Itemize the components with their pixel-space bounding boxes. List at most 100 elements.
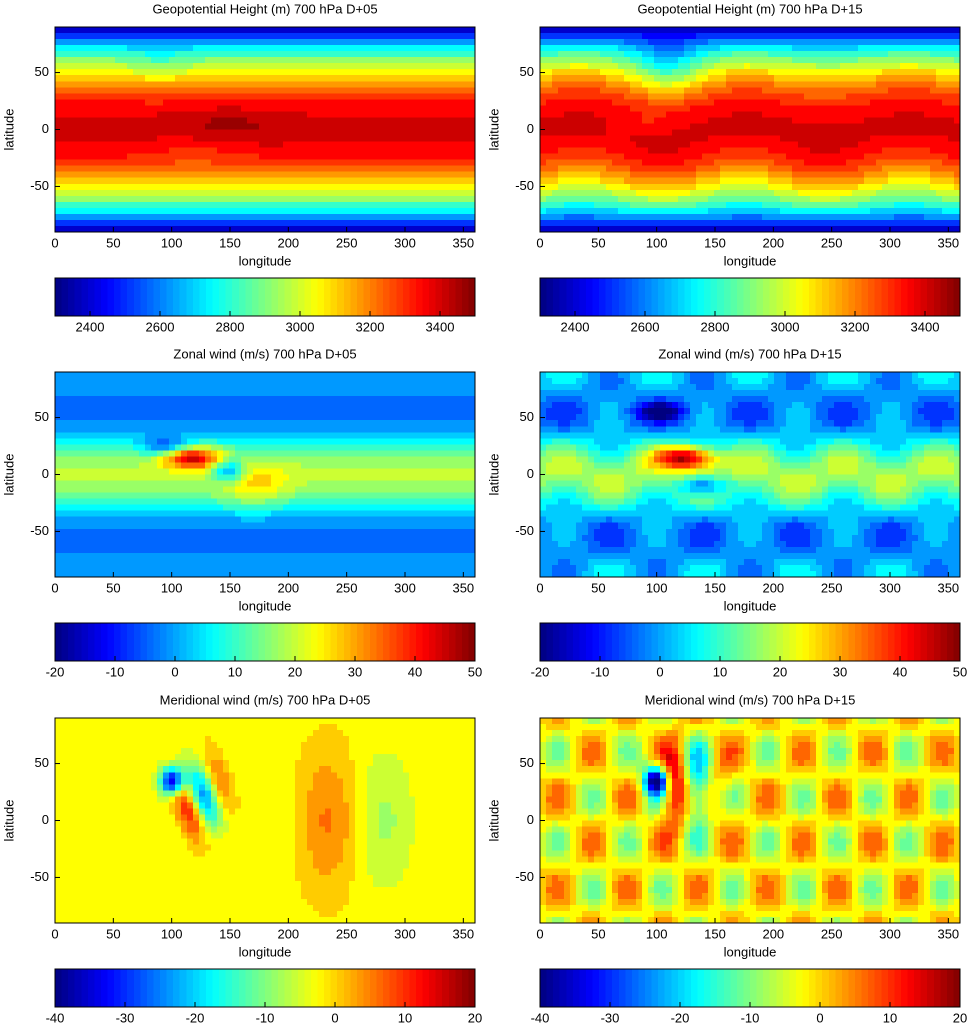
field-cell	[738, 39, 744, 45]
field-cell	[834, 99, 840, 105]
field-cell	[834, 69, 840, 75]
field-cell	[271, 166, 277, 172]
field-cell	[55, 75, 61, 81]
field-cell	[163, 105, 169, 111]
field-cell	[79, 93, 85, 99]
field-cell	[427, 130, 433, 136]
field-cell	[630, 202, 636, 208]
field-cell	[241, 51, 247, 57]
field-cell	[157, 87, 163, 93]
field-cell	[223, 93, 229, 99]
field-cell	[864, 69, 870, 75]
field-cell	[85, 160, 91, 166]
colorbar-cell	[199, 278, 206, 316]
field-cell	[642, 123, 648, 129]
field-cell	[229, 196, 235, 202]
field-cell	[193, 57, 199, 63]
field-cell	[588, 87, 594, 93]
field-cell	[361, 75, 367, 81]
colorbar-cell	[140, 278, 147, 316]
field-cell	[427, 51, 433, 57]
field-cell	[606, 148, 612, 154]
field-cell	[439, 105, 445, 111]
field-cell	[229, 208, 235, 214]
field-cell	[906, 184, 912, 190]
field-cell	[271, 117, 277, 123]
field-cell	[672, 220, 678, 226]
field-cell	[169, 130, 175, 136]
field-cell	[774, 148, 780, 154]
field-cell	[750, 184, 756, 190]
field-cell	[858, 93, 864, 99]
field-cell	[301, 93, 307, 99]
field-cell	[696, 226, 702, 232]
field-cell	[540, 93, 546, 99]
field-cell	[181, 142, 187, 148]
field-cell	[253, 39, 259, 45]
field-cell	[121, 142, 127, 148]
field-cell	[463, 196, 469, 202]
field-cell	[720, 166, 726, 172]
field-cell	[762, 105, 768, 111]
field-cell	[439, 220, 445, 226]
field-cell	[421, 190, 427, 196]
field-cell	[103, 214, 109, 220]
field-cell	[588, 123, 594, 129]
field-cell	[229, 39, 235, 45]
field-cell	[379, 117, 385, 123]
field-cell	[397, 208, 403, 214]
field-cell	[750, 166, 756, 172]
field-cell	[325, 160, 331, 166]
field-cell	[822, 190, 828, 196]
field-cell	[726, 172, 732, 178]
field-cell	[325, 190, 331, 196]
field-cell	[822, 69, 828, 75]
field-cell	[301, 75, 307, 81]
field-cell	[343, 184, 349, 190]
field-cell	[678, 45, 684, 51]
colorbar-cell	[285, 278, 292, 316]
field-cell	[672, 117, 678, 123]
field-cell	[900, 202, 906, 208]
field-cell	[678, 87, 684, 93]
field-cell	[271, 33, 277, 39]
field-cell	[169, 45, 175, 51]
colorbar-cell	[940, 278, 947, 316]
field-cell	[696, 130, 702, 136]
field-cell	[660, 142, 666, 148]
field-cell	[391, 142, 397, 148]
field-cell	[259, 51, 265, 57]
field-cell	[379, 45, 385, 51]
field-cell	[199, 136, 205, 142]
field-cell	[684, 69, 690, 75]
field-cell	[936, 63, 942, 69]
field-cell	[630, 51, 636, 57]
field-cell	[624, 136, 630, 142]
field-cell	[774, 75, 780, 81]
field-cell	[181, 75, 187, 81]
field-cell	[936, 214, 942, 220]
field-cell	[121, 226, 127, 232]
field-cell	[900, 75, 906, 81]
field-cell	[912, 208, 918, 214]
field-cell	[558, 148, 564, 154]
field-cell	[822, 172, 828, 178]
field-cell	[409, 105, 415, 111]
field-cell	[469, 226, 475, 232]
field-cell	[816, 39, 822, 45]
field-cell	[391, 172, 397, 178]
field-cell	[55, 87, 61, 93]
field-cell	[912, 130, 918, 136]
field-cell	[648, 142, 654, 148]
field-cell	[391, 75, 397, 81]
field-cell	[744, 45, 750, 51]
field-cell	[786, 123, 792, 129]
field-cell	[325, 202, 331, 208]
field-cell	[217, 75, 223, 81]
field-cell	[133, 63, 139, 69]
field-cell	[606, 45, 612, 51]
field-cell	[451, 33, 457, 39]
field-cell	[660, 39, 666, 45]
field-cell	[630, 81, 636, 87]
field-cell	[301, 142, 307, 148]
